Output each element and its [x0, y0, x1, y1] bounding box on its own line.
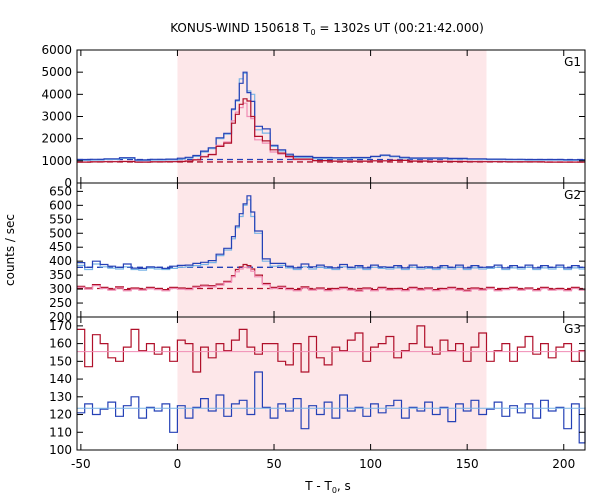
series-g1-soft-red — [77, 98, 585, 163]
y-tick-label-g3: 140 — [49, 372, 72, 386]
y-tick-label-g1: 1000 — [41, 154, 72, 168]
x-axis-label-subscript: 0 — [332, 486, 337, 495]
y-tick-label-g2: 400 — [49, 254, 72, 268]
panel-label-g3: G3 — [564, 322, 581, 336]
y-tick-label-g3: 150 — [49, 354, 72, 368]
y-tick-label-g2: 650 — [49, 184, 72, 198]
shaded-interval-layer — [177, 50, 487, 450]
panel-frame-g3 — [76, 316, 586, 451]
axis-layer: G10100020003000400050006000G220025030035… — [41, 43, 585, 471]
y-tick-label-g2: 300 — [49, 282, 72, 296]
y-tick-label-g1: 5000 — [41, 65, 72, 79]
x-tick-label: 150 — [456, 457, 479, 471]
y-tick-label-g2: 450 — [49, 240, 72, 254]
y-tick-label-g3: 110 — [49, 425, 72, 439]
y-tick-label-g1: 4000 — [41, 87, 72, 101]
y-tick-label-g1: 3000 — [41, 110, 72, 124]
x-tick-label: -50 — [71, 457, 91, 471]
x-axis-label-main: T - T — [304, 479, 332, 493]
x-tick-label: 0 — [174, 457, 182, 471]
chart-title: KONUS-WIND 150618 T0 = 1302s UT (00:21:4… — [170, 21, 484, 37]
y-tick-label-g1: 6000 — [41, 43, 72, 57]
y-tick-label-g2: 200 — [49, 310, 72, 324]
y-tick-label-g3: 160 — [49, 337, 72, 351]
x-tick-label: 50 — [266, 457, 281, 471]
series-g3-blue — [77, 371, 586, 444]
y-tick-label-g1: 0 — [64, 176, 72, 190]
y-tick-label-g2: 600 — [49, 198, 72, 212]
shaded-interval-g3 — [177, 317, 487, 450]
series-g2-blue-dark — [77, 195, 585, 269]
y-tick-label-g2: 550 — [49, 212, 72, 226]
y-tick-label-g3: 130 — [49, 390, 72, 404]
series-g2-blue-light — [77, 199, 585, 271]
y-tick-label-g2: 250 — [49, 296, 72, 310]
y-tick-label-g3: 170 — [49, 319, 72, 333]
panel-label-g1: G1 — [564, 55, 581, 69]
series-g2-pink — [77, 266, 586, 292]
shaded-interval-g1 — [177, 50, 487, 183]
y-axis-label: counts / sec — [3, 214, 17, 286]
plot-layer — [77, 71, 586, 444]
chart-title-main: KONUS-WIND 150618 T — [170, 21, 311, 35]
y-tick-label-g2: 350 — [49, 268, 72, 282]
chart-title-subscript: 0 — [310, 28, 315, 37]
series-g1-total-dark — [77, 71, 585, 161]
x-axis-label-rest: , s — [337, 479, 351, 493]
chart-title-rest: = 1302s UT (00:21:42.000) — [316, 21, 484, 35]
x-axis-label: T - T0, s — [304, 479, 351, 495]
y-tick-label-g3: 120 — [49, 408, 72, 422]
y-tick-label-g2: 500 — [49, 226, 72, 240]
y-tick-label-g1: 2000 — [41, 132, 72, 146]
y-tick-label-g3: 100 — [49, 443, 72, 457]
x-tick-label: 200 — [552, 457, 575, 471]
panel-label-g2: G2 — [564, 188, 581, 202]
series-g3-red — [77, 325, 586, 373]
x-tick-label: 100 — [359, 457, 382, 471]
